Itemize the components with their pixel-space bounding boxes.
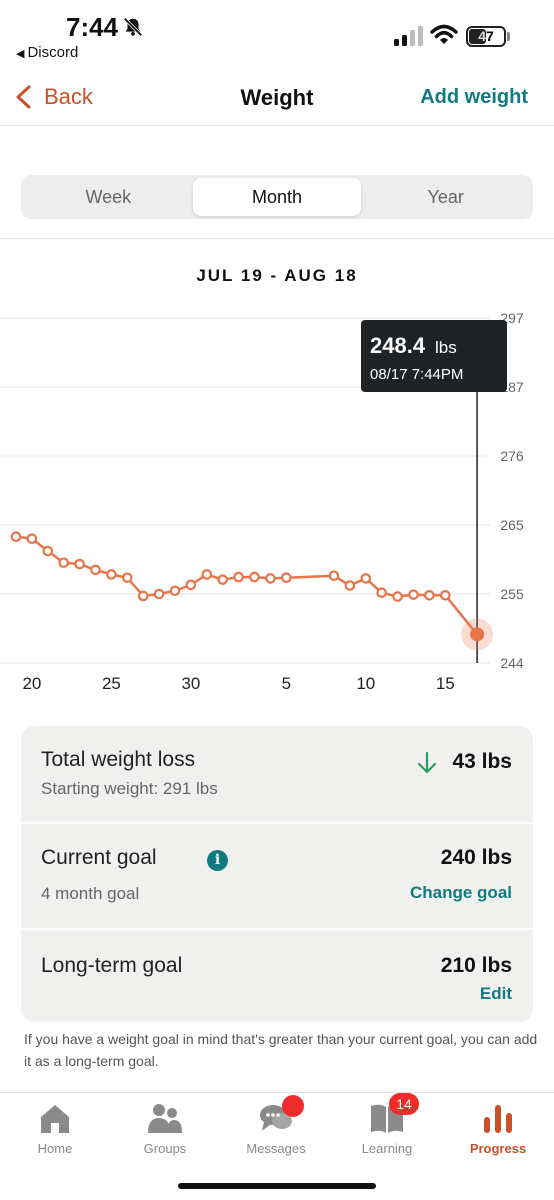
learning-badge: 14: [389, 1093, 419, 1115]
tab-learning[interactable]: 14 Learning: [332, 1093, 442, 1156]
bar-chart-icon: [484, 1105, 512, 1133]
segment-week[interactable]: Week: [85, 186, 132, 207]
segment-month[interactable]: Month: [192, 178, 362, 216]
data-point: [217, 574, 228, 585]
data-point: [424, 590, 435, 601]
starting-weight-text: Starting weight: 291 lbs: [41, 779, 218, 798]
tab-progress[interactable]: Progress: [443, 1101, 553, 1156]
data-point: [360, 573, 372, 584]
data-point: [10, 531, 22, 543]
data-point: [249, 571, 260, 583]
nav-header: Back Weight Add weight: [0, 72, 554, 126]
tooltip-unit: lbs: [435, 338, 457, 357]
x-tick-label: 30: [181, 674, 200, 693]
data-point: [376, 587, 387, 598]
tooltip-timestamp: 08/17 7:44PM: [370, 366, 463, 383]
long-term-goal-value: 210 lbs: [440, 954, 512, 977]
data-point: [58, 557, 69, 569]
weight-series-line: [15, 535, 479, 636]
x-tick-label: 20: [22, 674, 41, 693]
tab-groups-label: Groups: [143, 1141, 187, 1156]
data-point: [153, 588, 165, 600]
long-term-goal-label: Long-term goal: [41, 954, 183, 977]
battery-level: 47: [478, 28, 494, 44]
divider: [0, 238, 554, 239]
data-point: [328, 570, 340, 582]
selected-data-point: [470, 627, 485, 642]
current-goal-label: Current goal: [41, 846, 157, 869]
date-range-label: JUL 19 - AUG 18: [196, 266, 358, 285]
total-loss-label: Total weight loss: [41, 748, 196, 771]
current-goal-value: 240 lbs: [440, 846, 512, 869]
cellular-signal-icon: [394, 26, 423, 46]
data-point: [280, 572, 292, 584]
edit-link[interactable]: Edit: [479, 984, 512, 1003]
arrow-down-icon: [417, 751, 437, 774]
x-tick-label: 10: [356, 674, 375, 693]
tab-home-label: Home: [37, 1141, 73, 1156]
total-weight-loss-row: Total weight loss Starting weight: 291 l…: [21, 726, 533, 822]
data-point: [185, 579, 197, 591]
status-time: 7:44: [66, 12, 119, 42]
data-point: [42, 545, 54, 557]
data-point: [90, 564, 101, 576]
chevron-left-icon: [16, 85, 31, 109]
data-point: [408, 589, 419, 600]
data-point: [74, 558, 85, 570]
data-point: [26, 533, 38, 544]
back-triangle-icon: ◀: [16, 48, 25, 60]
battery-icon: 47: [466, 26, 506, 47]
groups-icon: [148, 1104, 182, 1133]
long-term-goal-row: Long-term goal 210 lbs Edit: [21, 930, 533, 1022]
data-point: [201, 569, 213, 580]
tab-groups[interactable]: Groups: [110, 1101, 220, 1156]
data-point: [106, 569, 117, 580]
messages-unread-dot: [282, 1095, 304, 1117]
tab-messages-label: Messages: [246, 1141, 306, 1156]
x-tick-label: 25: [102, 674, 121, 693]
bottom-tab-bar: Home Groups Messages: [0, 1092, 554, 1200]
x-tick-label: 5: [282, 674, 291, 693]
data-point: [233, 571, 244, 583]
add-weight-button[interactable]: Add weight: [420, 86, 528, 108]
back-label: Back: [44, 84, 93, 109]
period-segmented-control: Week Month Year: [21, 175, 533, 219]
y-tick-label: 265: [500, 517, 524, 533]
data-point: [344, 580, 356, 591]
y-tick-label: 255: [500, 586, 524, 602]
data-point: [392, 591, 403, 602]
tab-progress-label: Progress: [469, 1141, 527, 1156]
data-point: [265, 573, 276, 584]
data-point: [169, 585, 181, 597]
total-loss-value: 43 lbs: [452, 750, 512, 773]
tab-messages[interactable]: Messages: [221, 1095, 331, 1156]
current-goal-row: Current goal i 4 month goal 240 lbs Chan…: [21, 824, 533, 928]
tooltip-box: [361, 320, 507, 392]
messages-icon: [260, 1105, 292, 1131]
status-bar: 7:44 ◀ Discord 47: [0, 0, 554, 70]
home-icon: [41, 1105, 69, 1133]
tooltip-value: 248.4: [370, 333, 426, 358]
wifi-icon: [430, 24, 458, 44]
bell-muted-icon: [123, 17, 143, 37]
segment-year[interactable]: Year: [427, 186, 464, 207]
back-button[interactable]: Back: [14, 84, 93, 110]
data-point: [439, 590, 451, 601]
tab-home[interactable]: Home: [0, 1101, 110, 1156]
home-indicator: [178, 1183, 376, 1189]
back-app-label: Discord: [27, 44, 79, 61]
long-term-goal-note: If you have a weight goal in mind that's…: [24, 1031, 538, 1069]
weight-summary-card: Total weight loss Starting weight: 291 l…: [21, 726, 533, 1022]
y-tick-label: 244: [500, 655, 524, 671]
tab-learning-label: Learning: [361, 1141, 413, 1156]
back-to-app-link[interactable]: ◀ Discord: [16, 44, 78, 61]
x-tick-label: 15: [436, 674, 455, 693]
current-goal-subtext: 4 month goal: [41, 884, 140, 903]
y-tick-label: 276: [500, 448, 524, 464]
data-point: [122, 572, 133, 584]
info-icon[interactable]: i: [207, 850, 228, 871]
data-point: [137, 590, 149, 602]
change-goal-link[interactable]: Change goal: [409, 883, 512, 902]
